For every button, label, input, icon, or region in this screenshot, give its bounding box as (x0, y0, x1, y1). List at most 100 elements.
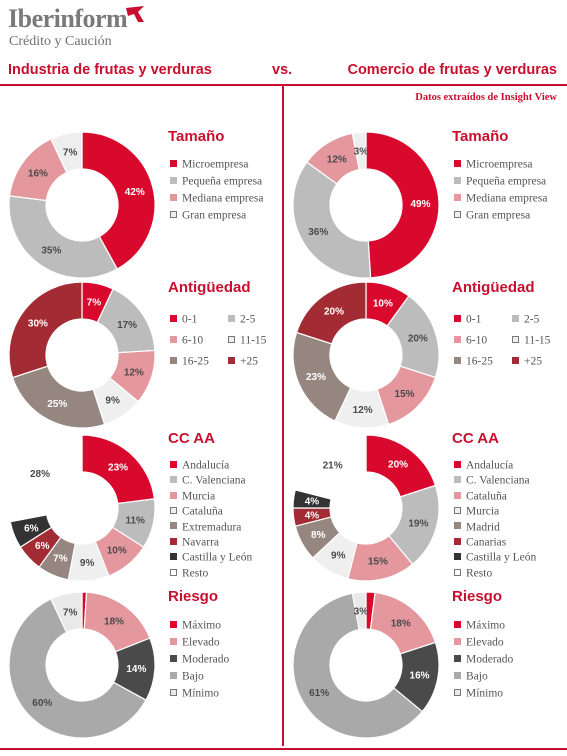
left-cc-aa-legend-swatch (170, 568, 177, 576)
title-vs: vs. (272, 62, 293, 78)
right-tamano-label-microempresa: 49% (410, 199, 430, 210)
title-comercio: Comercio de frutas y verduras (347, 62, 557, 78)
right-cc-aa-legend-label: Madrid (466, 520, 500, 533)
left-riesgo-legend-item-elevado: Elevado (170, 635, 220, 649)
right-riesgo-legend-item-minimo: Mínimo (454, 686, 503, 700)
right-tamano-legend-item-gran-empresa: Gran empresa (454, 208, 530, 222)
left-riesgo-legend-swatch (170, 654, 177, 662)
left-antiguedad-label-25: 30% (28, 318, 48, 329)
left-antiguedad-donut: 7% 17% 12% 9% 25% 30% (8, 281, 156, 429)
right-cc-aa-legend-swatch (454, 522, 461, 530)
right-cc-aa-legend-item-castilla-y-leon: Castilla y León (454, 550, 536, 564)
left-cc-aa-legend-swatch (170, 522, 177, 530)
right-tamano-label-gran-empresa: 3% (354, 146, 369, 157)
left-riesgo-label-bajo: 60% (32, 698, 52, 709)
right-cc-aa-legend-item-c-valenciana: C. Valenciana (454, 473, 530, 487)
left-riesgo-legend-item-maximo: Máximo (170, 618, 221, 632)
report-header: Iberinform Crédito y Caución (0, 0, 567, 60)
right-tamano-slice-gran-empresa (351, 131, 367, 171)
left-cc-aa-label-resto: 28% (30, 469, 50, 480)
left-tamano-legend-item-microempresa: Microempresa (170, 157, 248, 171)
title-industria: Industria de frutas y verduras (8, 62, 212, 78)
right-antiguedad-legend-swatch (454, 356, 461, 364)
right-antiguedad-legend-item-16-25: 16-25 (454, 354, 493, 368)
left-riesgo-donut: 18% 14% 60% 7% (8, 591, 156, 739)
left-riesgo-legend-swatch (170, 620, 177, 628)
left-antiguedad-legend-item-6-10: 6-10 (170, 333, 203, 347)
left-tamano-legend-swatch (170, 176, 177, 184)
right-antiguedad-legend-label: 11-15 (524, 334, 551, 347)
left-tamano-legend-label: Pequeña empresa (182, 175, 263, 188)
left-antiguedad-legend-label: +25 (240, 355, 258, 368)
right-cc-aa-legend-swatch (454, 537, 461, 545)
left-cc-aa-legend-swatch (170, 507, 177, 515)
left-cc-aa-legend-swatch (170, 537, 177, 545)
right-tamano-legend-swatch (454, 193, 461, 201)
right-antiguedad-legend-item-25: +25 (512, 354, 542, 368)
right-antiguedad-legend-item-6-10: 6-10 (454, 333, 487, 347)
left-cc-aa-legend-item-andalucia: Andalucía (170, 458, 229, 472)
right-cc-aa-legend-label: Andalucía (466, 459, 514, 472)
right-riesgo-label-moderado: 16% (410, 671, 430, 682)
bottom-divider (0, 748, 567, 750)
left-tamano-legend-label: Gran empresa (182, 209, 247, 222)
right-antiguedad-legend-swatch (454, 335, 461, 343)
left-riesgo-legend-swatch (170, 637, 177, 645)
left-cc-aa-legend-item-murcia: Murcia (170, 489, 215, 503)
right-antiguedad-legend-item-2-5: 2-5 (512, 312, 539, 326)
right-cc-aa-legend-swatch (454, 491, 461, 499)
right-tamano-legend-swatch (454, 159, 461, 167)
left-tamano-label-microempresa: 42% (125, 187, 145, 198)
right-cc-aa-label-canarias: 4% (305, 510, 320, 521)
left-antiguedad-label-16-25: 25% (47, 399, 67, 410)
right-tamano-legend-item-mediana-empresa: Mediana empresa (454, 191, 547, 205)
right-riesgo-title: Riesgo (452, 588, 503, 605)
left-antiguedad-legend-swatch (170, 314, 177, 322)
right-tamano-legend-swatch (454, 176, 461, 184)
right-riesgo-slice-bajo (292, 592, 424, 739)
right-riesgo-donut: 18% 16% 61% 3% (292, 591, 440, 739)
left-riesgo-legend-swatch (170, 688, 177, 696)
left-antiguedad-slice-25 (8, 281, 83, 379)
right-antiguedad-label-11-15: 12% (353, 405, 373, 416)
left-antiguedad-label-11-15: 9% (105, 396, 120, 407)
left-cc-aa-donut: 23%11%10%9%7%6%6%28% (8, 434, 156, 582)
right-cc-aa-label-c-valenciana: 19% (408, 519, 428, 530)
left-cc-aa-legend-item-navarra: Navarra (170, 535, 219, 549)
right-cc-aa-legend-label: Cataluña (466, 490, 507, 503)
right-riesgo-legend-item-moderado: Moderado (454, 652, 513, 666)
right-cc-aa-legend-swatch (454, 476, 461, 484)
right-antiguedad-legend-label: 2-5 (524, 313, 540, 326)
left-cc-aa-legend-label: C. Valenciana (182, 474, 246, 487)
right-riesgo-legend-swatch (454, 637, 461, 645)
right-tamano-legend-item-microempresa: Microempresa (454, 157, 532, 171)
left-antiguedad-legend-swatch (228, 314, 235, 322)
left-riesgo-legend-label: Bajo (182, 670, 204, 683)
left-riesgo-legend-label: Máximo (182, 619, 221, 632)
left-riesgo-legend-item-bajo: Bajo (170, 669, 204, 683)
right-cc-aa-legend-swatch (454, 460, 461, 468)
right-antiguedad-slice-25 (295, 281, 367, 345)
left-cc-aa-legend-item-extremadura: Extremadura (170, 520, 241, 534)
left-riesgo-legend-swatch (170, 671, 177, 679)
left-antiguedad-title: Antigüedad (168, 279, 251, 296)
right-riesgo-legend-label: Elevado (466, 636, 504, 649)
right-riesgo-legend-item-elevado: Elevado (454, 635, 504, 649)
left-cc-aa-legend-label: Navarra (182, 536, 220, 549)
right-cc-aa-label-cataluna: 15% (368, 557, 388, 568)
right-antiguedad-legend-swatch (512, 314, 519, 322)
left-riesgo-label-moderado: 14% (126, 664, 146, 675)
right-cc-aa-label-madrid: 8% (311, 530, 326, 541)
right-antiguedad-legend-item-0-1: 0-1 (454, 312, 481, 326)
right-cc-aa-legend-swatch (454, 553, 461, 561)
right-tamano-donut: 49% 36% 12% 3% (292, 131, 440, 279)
left-tamano-donut: 42% 35% 16% 7% (8, 131, 156, 279)
right-cc-aa-slice-resto (294, 434, 367, 500)
left-tamano-legend-swatch (170, 193, 177, 201)
left-antiguedad-legend-item-11-15: 11-15 (228, 333, 266, 347)
right-riesgo-legend-swatch (454, 671, 461, 679)
right-riesgo-label-bajo: 61% (309, 688, 329, 699)
right-cc-aa-legend-item-andalucia: Andalucía (454, 458, 513, 472)
left-cc-aa-legend-label: Andalucía (182, 459, 230, 472)
left-cc-aa-legend-swatch (170, 491, 177, 499)
